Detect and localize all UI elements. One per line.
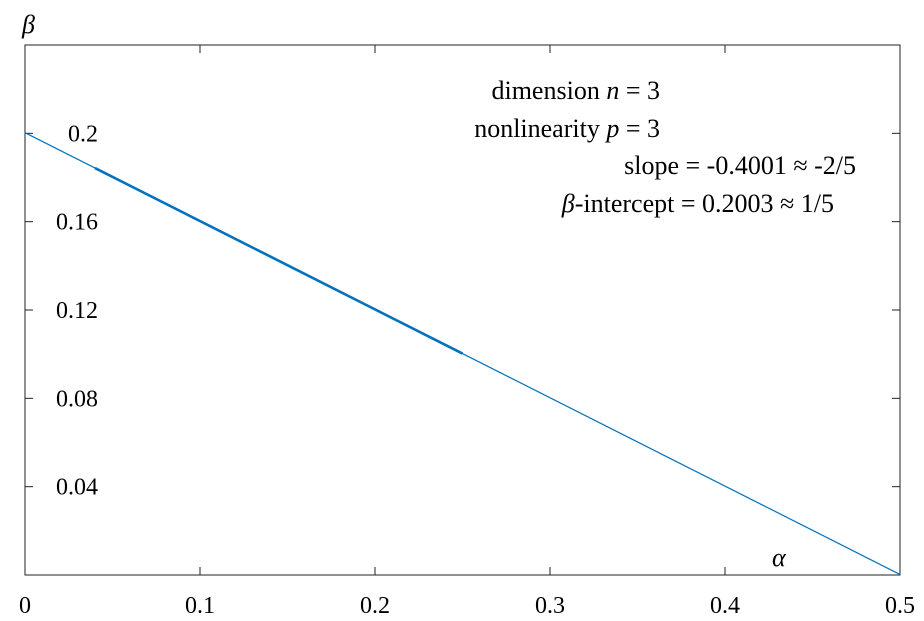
y-tick-label: 0.16: [56, 210, 98, 236]
x-tick-label: 0.4: [710, 593, 740, 619]
annotation-slope: slope = -0.4001 ≈ -2/5: [624, 151, 856, 180]
y-tick-label: 0.08: [56, 386, 98, 412]
x-tick-label: 0.1: [185, 593, 215, 619]
x-axis-label: α: [772, 543, 787, 572]
series-line-2: [94, 166, 464, 355]
plot-area: [24, 44, 901, 576]
annotation-nonlinearity: nonlinearity p = 3: [474, 114, 660, 143]
y-tick-label: 0.04: [56, 475, 98, 501]
x-tick-label: 0.3: [535, 593, 565, 619]
y-tick-label: 0.2: [68, 121, 98, 147]
x-tick-label: 0.5: [885, 593, 915, 619]
annotation-block: dimension n = 3 nonlinearity p = 3 slope…: [474, 76, 856, 218]
annotation-intercept: β-intercept = 0.2003 ≈ 1/5: [561, 189, 834, 218]
x-tick-label: 0: [19, 593, 31, 619]
x-tick-label: 0.2: [360, 593, 390, 619]
annotation-dimension: dimension n = 3: [491, 76, 660, 105]
y-tick-label: 0.12: [56, 298, 98, 324]
y-axis-label: β: [21, 10, 35, 39]
